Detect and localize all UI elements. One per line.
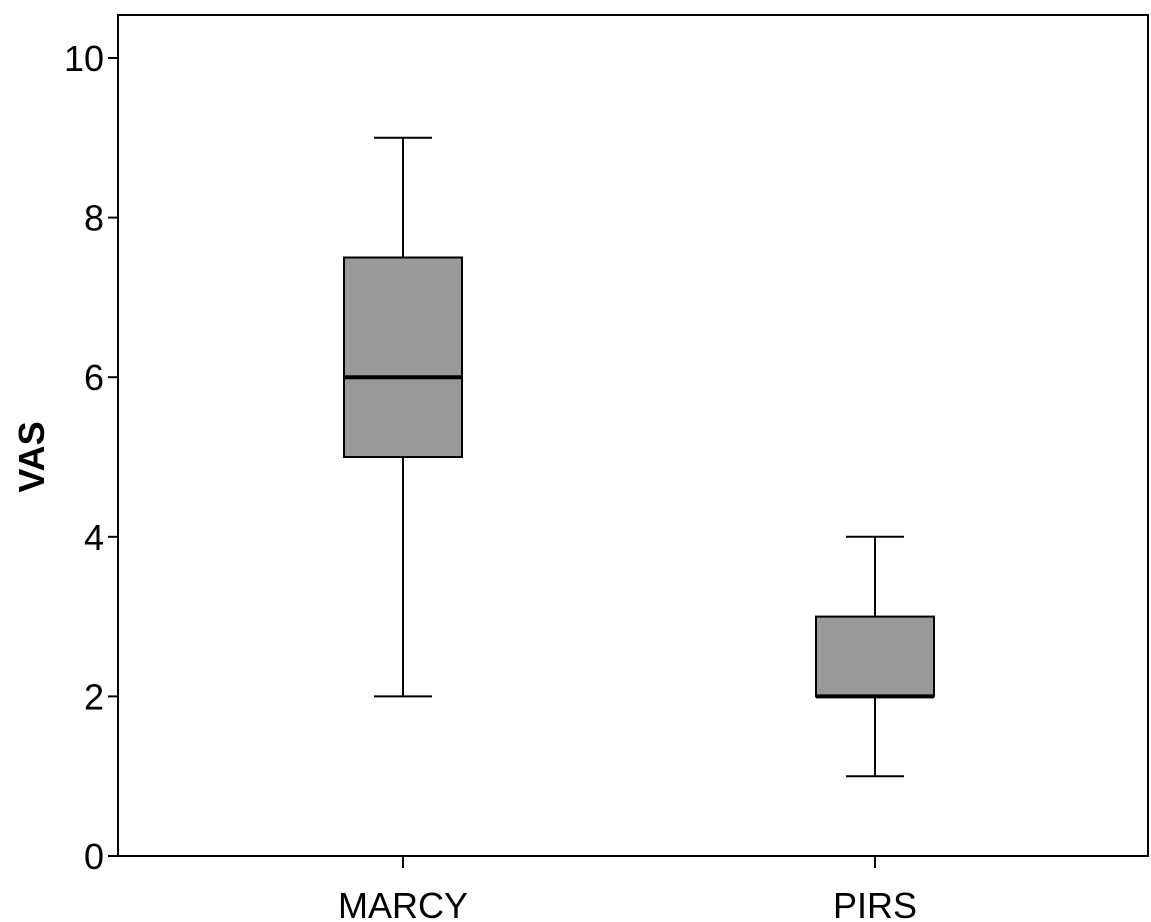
- x-axis: MARCY PIRS: [338, 856, 917, 922]
- y-tick-label: 8: [84, 198, 104, 239]
- box-marcy: [343, 136, 463, 698]
- y-tick-label: 0: [84, 836, 104, 877]
- y-tick-label: 4: [84, 517, 104, 558]
- plot-frame: [117, 14, 1149, 857]
- y-axis-title: VAS: [11, 421, 52, 492]
- box-series: [343, 136, 935, 778]
- interquartile-box: [815, 615, 935, 698]
- x-tick-label: MARCY: [338, 885, 468, 922]
- y-tick-label: 2: [84, 676, 104, 717]
- interquartile-box: [343, 256, 463, 458]
- y-axis: 0 2 4 6 8 10: [64, 38, 118, 877]
- y-tick-label: 6: [84, 357, 104, 398]
- box-pirs: [815, 535, 935, 778]
- x-tick-label: PIRS: [833, 885, 917, 922]
- y-tick-label: 10: [64, 38, 104, 79]
